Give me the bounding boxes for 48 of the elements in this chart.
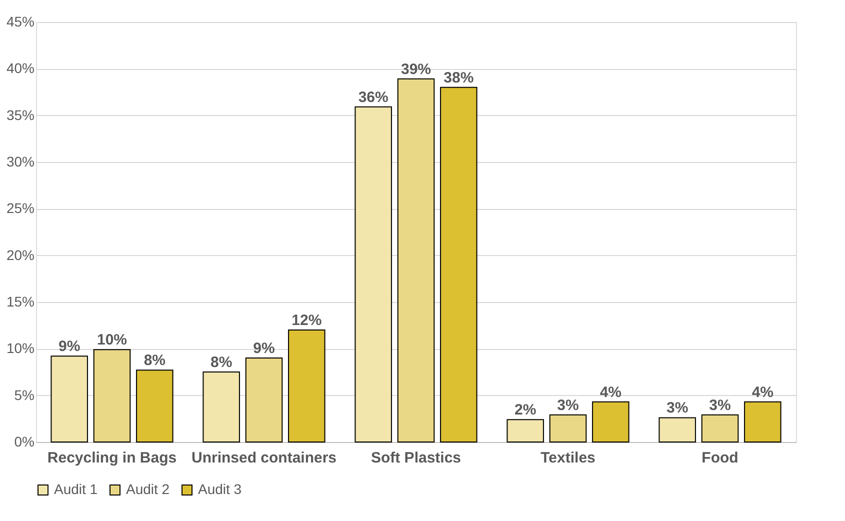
y-tick-label: 25%: [6, 200, 34, 216]
data-label: 9%: [58, 338, 80, 356]
data-label: 12%: [292, 312, 322, 329]
bar: [506, 419, 544, 442]
bar: [93, 349, 131, 442]
data-label: 39%: [400, 60, 432, 78]
x-tick-label: Recycling in Bags: [47, 450, 177, 466]
y-tick-label: 20%: [6, 246, 34, 263]
bar: [701, 414, 739, 442]
data-label: 9%: [253, 340, 275, 357]
bar: [136, 370, 174, 442]
data-label: 10%: [96, 332, 128, 349]
bar: [354, 106, 392, 442]
bar: [592, 401, 630, 442]
bar: [658, 417, 696, 442]
y-tick-label: 15%: [6, 294, 34, 310]
x-tick-label: Soft Plastics: [370, 450, 462, 466]
data-label: 8%: [144, 352, 166, 370]
data-label: 3%: [557, 396, 579, 414]
y-tick-label: 30%: [6, 154, 34, 170]
legend-label: Audit 1: [54, 481, 98, 497]
data-label: 3%: [709, 396, 731, 414]
y-tick-label: 5%: [14, 386, 34, 403]
bar: [744, 401, 782, 442]
x-tick-label: Food: [702, 450, 738, 466]
bar: [549, 414, 587, 442]
data-label: 4%: [600, 384, 622, 401]
bar: [288, 330, 326, 442]
bar: [202, 372, 240, 442]
data-label: 3%: [666, 400, 688, 417]
data-label: 2%: [514, 402, 536, 419]
x-tick-label: Textiles: [540, 450, 596, 466]
y-tick-label: 35%: [6, 106, 34, 123]
data-label: 36%: [358, 88, 388, 106]
bar: [440, 86, 478, 442]
legend-label: Audit 2: [126, 481, 170, 497]
y-tick-label: 40%: [6, 60, 34, 76]
data-label: 38%: [444, 69, 474, 86]
y-tick-label: 45%: [6, 14, 34, 30]
bar: [50, 356, 88, 442]
legend-label: Audit 3: [198, 481, 242, 497]
data-label: 8%: [210, 354, 232, 371]
bar: [245, 358, 283, 442]
x-tick-label: Unrinsed containers: [191, 450, 337, 466]
bar: [397, 78, 435, 442]
y-tick-label: 10%: [6, 340, 34, 356]
data-label: 4%: [752, 384, 774, 401]
y-tick-label: 0%: [14, 434, 34, 450]
